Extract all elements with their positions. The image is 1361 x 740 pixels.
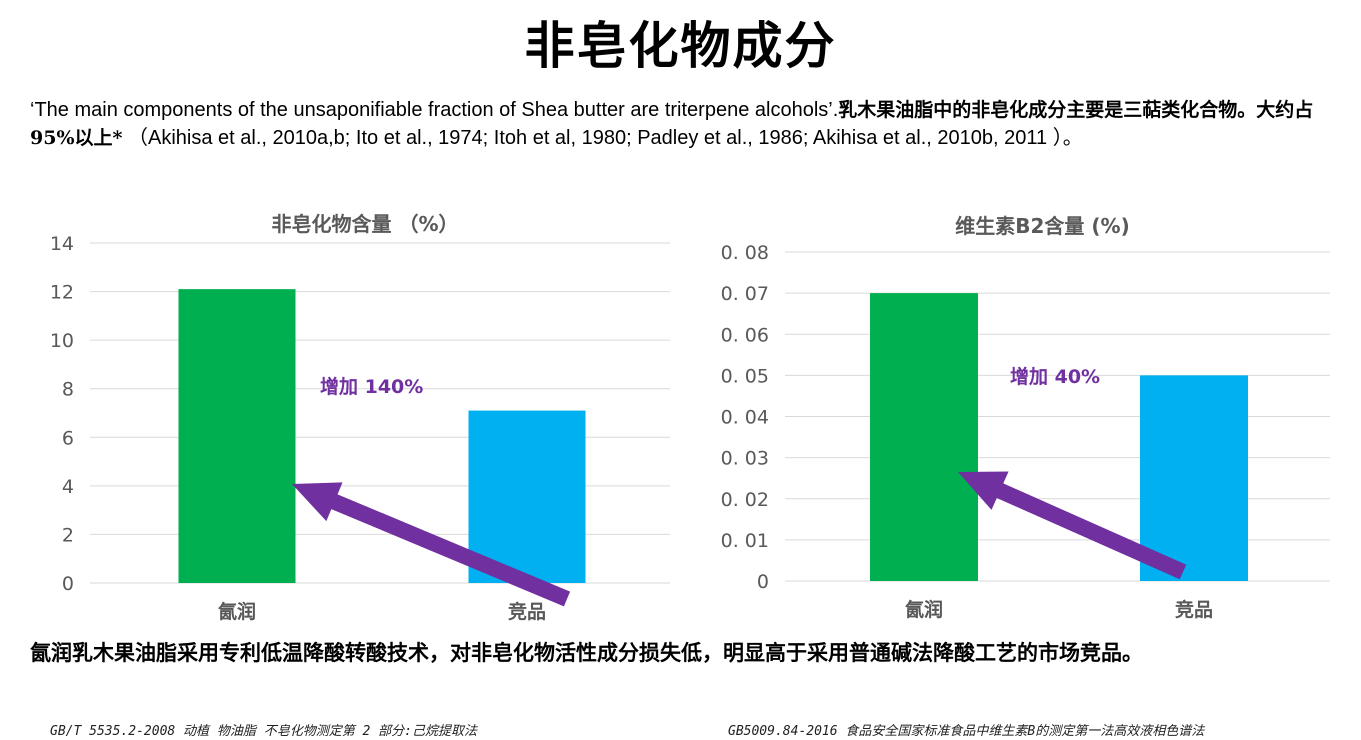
y-tick-label: 2 <box>62 524 74 546</box>
y-tick-label: 0. 03 <box>721 448 769 470</box>
chart-vitamin-b2-svg: 维生素B2含量 (%) 0 0. 01 0. 02 0. 03 0. 04 0. 05 0. … <box>721 214 1330 621</box>
y-tick-label: 0 <box>62 573 74 595</box>
increase-annotation: 增加 40% <box>1010 365 1100 388</box>
bar-1 <box>870 293 978 581</box>
y-tick-label: 6 <box>62 427 74 449</box>
y-tick-label: 0. 01 <box>721 530 769 552</box>
chart-title: 非皂化物含量 （%） <box>271 212 458 236</box>
chart-unsaponifiable-svg: 非皂化物含量 （%） 0 2 4 6 8 10 12 14 氤润 竞品 增加 140% <box>50 212 670 623</box>
y-tick-label: 0. 06 <box>721 324 769 346</box>
y-tick-label: 12 <box>50 282 74 304</box>
x-category-label: 竞品 <box>508 600 546 623</box>
y-tick-label: 8 <box>62 379 74 401</box>
y-tick-label: 0. 08 <box>721 242 769 264</box>
y-tick-label: 0. 07 <box>721 283 769 305</box>
x-category-label: 竞品 <box>1175 598 1213 621</box>
bar-2 <box>468 410 586 583</box>
y-tick-label: 0. 05 <box>721 365 769 387</box>
increase-arrow <box>958 471 1187 580</box>
reference-right: GB5009.84-2016 食品安全国家标准食品中维生素B的测定第一法高效液相… <box>728 724 1205 739</box>
y-tick-label: 0 <box>757 571 769 593</box>
chart-vitamin-b2: 维生素B2含量 (%) 0 0. 01 0. 02 0. 03 0. 04 0. 05 0. … <box>700 200 1350 630</box>
x-category-label: 氤润 <box>905 598 943 621</box>
y-tick-label: 0. 02 <box>721 489 769 511</box>
increase-annotation: 增加 140% <box>320 375 423 398</box>
bar-2 <box>1140 375 1248 581</box>
reference-left: GB/T 5535.2-2008 动植 物油脂 不皂化物测定第 2 部分:己烷提… <box>50 724 478 739</box>
y-tick-label: 14 <box>50 233 74 255</box>
chart-title: 维生素B2含量 (%) <box>955 214 1129 238</box>
increase-arrow <box>292 482 571 607</box>
x-category-label: 氤润 <box>218 600 256 623</box>
intro-chinese: 乳木果油脂中的非皂化成分主要是三萜类化合物。大约占95%以上* <box>30 99 1314 149</box>
intro-paragraph: ‘The main components of the unsaponifiab… <box>30 96 1330 152</box>
intro-english: ‘The main components of the unsaponifiab… <box>30 99 839 121</box>
intro-references: （Akihisa et al., 2010a,b; Ito et al., 19… <box>128 127 1083 149</box>
bar-1 <box>178 289 296 583</box>
conclusion-text: 氤润乳木果油脂采用专利低温降酸转酸技术，对非皂化物活性成分损失低，明显高于采用普… <box>30 640 1143 665</box>
chart-unsaponifiable: 非皂化物含量 （%） 0 2 4 6 8 10 12 14 氤润 竞品 增加 140% <box>30 200 680 630</box>
y-tick-label: 10 <box>50 330 74 352</box>
page-title: 非皂化物成分 <box>524 16 837 75</box>
y-tick-label: 0. 04 <box>721 407 769 429</box>
y-tick-label: 4 <box>62 476 74 498</box>
